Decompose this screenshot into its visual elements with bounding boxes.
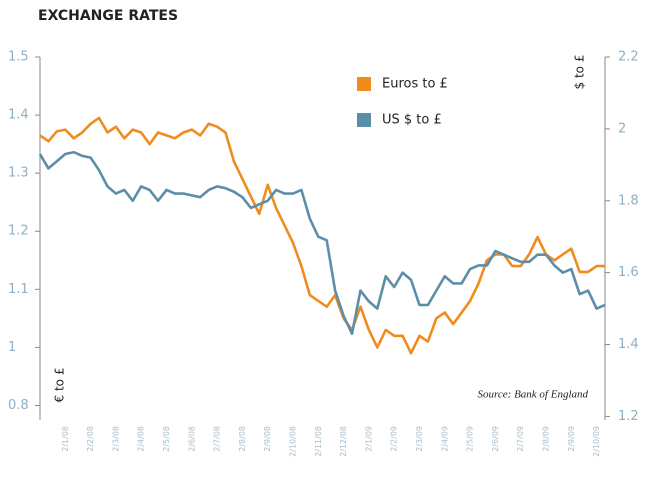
y-tick-label: 1.1 — [8, 282, 29, 297]
x-tick-label: 2/4/08 — [137, 426, 146, 452]
y2-axis-title: $ to £ — [573, 55, 587, 90]
y-tick-label: 1 — [8, 340, 16, 355]
x-tick-label: 2/8/08 — [238, 426, 247, 452]
x-tick-label: 2/3/09 — [415, 426, 424, 452]
x-tick-label: 2/7/09 — [516, 426, 525, 452]
chart-title: EXCHANGE RATES — [38, 8, 178, 24]
x-tick-label: 2/4/09 — [440, 426, 449, 452]
x-tick-label: 2/2/09 — [390, 426, 399, 452]
y2-tick-label: 1.8 — [618, 193, 639, 208]
x-tick-label: 2/1/08 — [61, 426, 70, 452]
y-tick-label: 0.8 — [8, 398, 29, 413]
line-series — [38, 150, 606, 336]
y-tick-label: 1.3 — [8, 166, 29, 181]
x-tick-label: 2/10/09 — [592, 426, 601, 457]
line-series — [39, 116, 605, 355]
legend-swatch — [357, 77, 371, 91]
x-tick-label: 2/5/09 — [466, 426, 475, 452]
x-tick-label: 2/9/08 — [263, 426, 272, 452]
y2-tick-label: 2 — [618, 121, 626, 136]
y-tick-label: 1.5 — [8, 50, 29, 65]
x-tick-label: 2/8/09 — [541, 426, 550, 452]
y-tick-label: 1.2 — [8, 224, 29, 239]
y2-tick-label: 1.6 — [618, 265, 639, 280]
y-tick-label: 1.4 — [8, 108, 29, 123]
x-tick-label: 2/2/08 — [86, 426, 95, 452]
y2-tick-label: 1.2 — [618, 409, 639, 424]
x-tick-label: 2/9/09 — [567, 426, 576, 452]
y2-tick-label: 2.2 — [618, 50, 639, 65]
legend-label: US $ to £ — [382, 113, 442, 128]
source-note: Source: Bank of England — [478, 389, 589, 401]
legend-label: Euros to £ — [382, 77, 448, 92]
x-tick-label: 2/12/08 — [339, 426, 348, 457]
x-tick-label: 2/1/09 — [364, 426, 373, 452]
x-tick-label: 2/5/08 — [162, 426, 171, 452]
x-tick-label: 2/6/09 — [491, 426, 500, 452]
x-tick-label: 2/7/08 — [213, 426, 222, 452]
x-tick-label: 2/11/08 — [314, 426, 323, 457]
y-axis-title: € to £ — [53, 368, 67, 403]
x-tick-label: 2/6/08 — [187, 426, 196, 452]
x-tick-label: 2/3/08 — [111, 426, 120, 452]
y2-tick-label: 1.4 — [618, 337, 639, 352]
x-tick-label: 2/10/08 — [288, 426, 297, 457]
legend-swatch — [357, 113, 371, 127]
